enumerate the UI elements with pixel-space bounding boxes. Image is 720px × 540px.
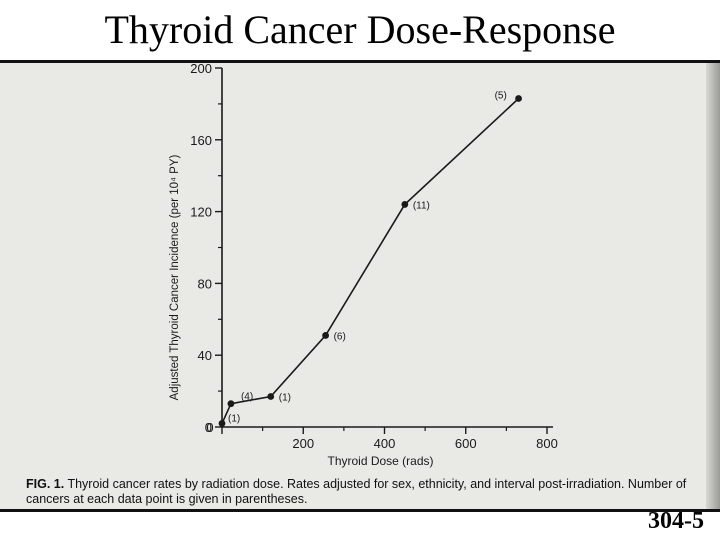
data-point [227, 400, 235, 408]
y-tick-label: 80 [198, 276, 212, 291]
chart-axes [221, 68, 553, 428]
y-tick-label: 160 [190, 133, 212, 148]
figure-caption: FIG. 1. Thyroid cancer rates by radiatio… [26, 477, 716, 507]
caption-label: FIG. 1. [26, 477, 65, 491]
y-tick-label: 0 [205, 420, 212, 435]
y-tick-label: 120 [190, 205, 212, 220]
chart-series: (1)(4) (1)(6)(11)(5) [218, 91, 522, 427]
x-tick-label: 600 [455, 436, 477, 451]
series-line [221, 97, 520, 424]
data-point-label: (4) [241, 392, 253, 403]
data-point [401, 201, 409, 208]
y-tick-label: 200 [190, 61, 212, 76]
data-point-label: (11) [413, 200, 430, 211]
chart-axis-labels: Thyroid Dose (rads) Adjusted Thyroid Canc… [169, 154, 434, 468]
x-tick-label: 0 [206, 420, 213, 435]
figure-panel [0, 60, 720, 512]
x-tick-label: 200 [292, 436, 314, 451]
y-axis-label: Adjusted Thyroid Cancer Incidence (per 1… [169, 154, 181, 400]
data-point-label: (5) [495, 91, 507, 102]
x-axis-label: Thyroid Dose (rads) [327, 454, 433, 468]
data-point [515, 95, 522, 102]
data-point-label: (1) [279, 392, 291, 403]
data-point [218, 420, 226, 427]
caption-text: Thyroid cancer rates by radiation dose. … [26, 477, 687, 506]
slide-title: Thyroid Cancer Dose-Response [104, 7, 616, 52]
slide-number: 304-5 [648, 508, 704, 534]
data-point [322, 332, 329, 339]
x-tick-label: 800 [536, 436, 558, 451]
data-point-label: (1) [228, 413, 240, 424]
y-tick-label: 40 [198, 348, 212, 363]
data-point [267, 393, 275, 400]
x-tick-label: 400 [374, 436, 396, 451]
data-point-label: (6) [334, 331, 346, 342]
